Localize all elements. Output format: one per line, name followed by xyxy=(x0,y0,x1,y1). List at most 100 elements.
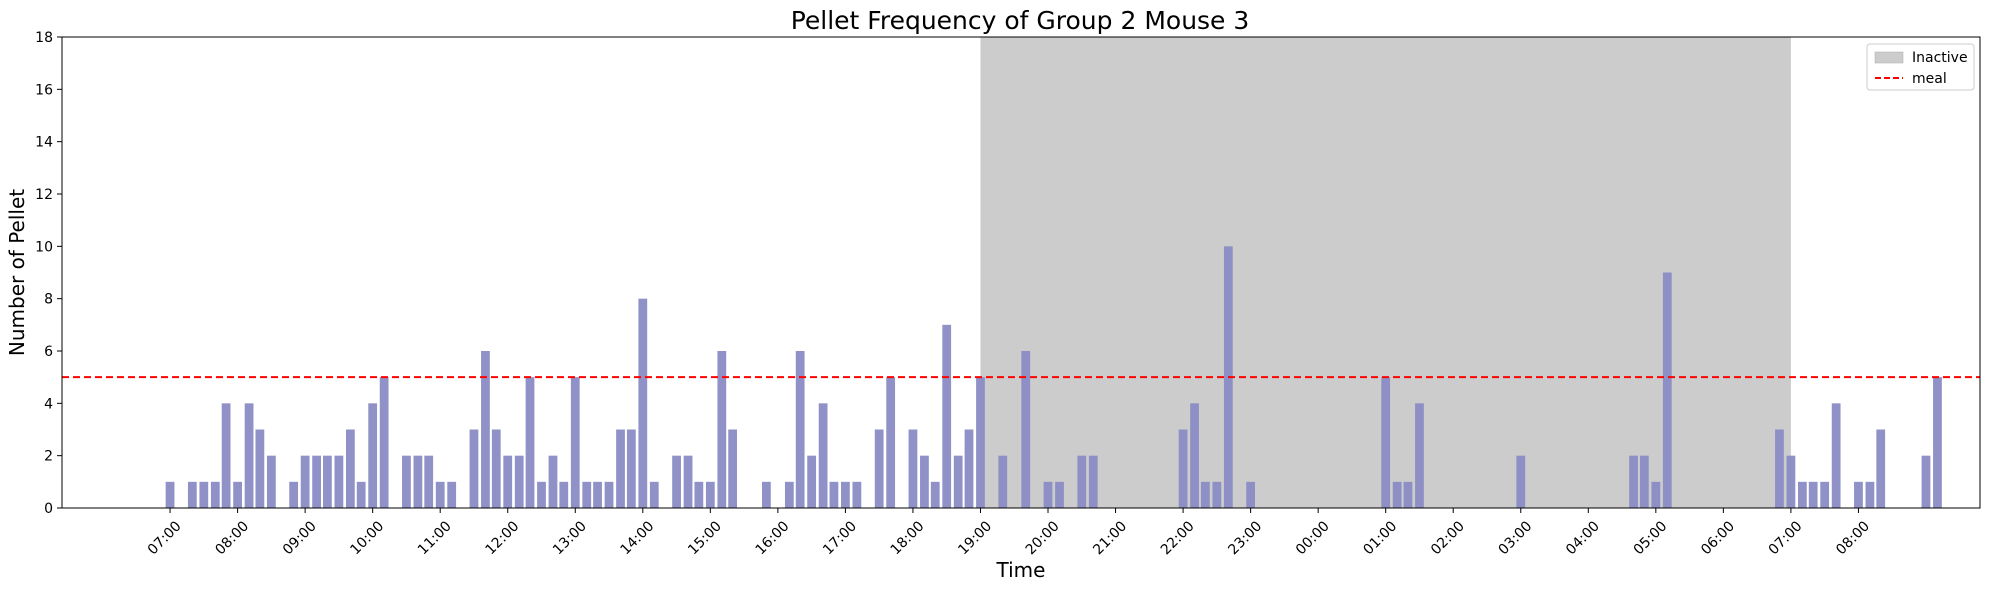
x-tick-label-18: 01:00 xyxy=(1360,518,1400,558)
bar-17 xyxy=(379,377,389,508)
bar-25 xyxy=(491,429,501,508)
bar-47 xyxy=(784,481,794,508)
x-tick-label-1: 08:00 xyxy=(212,518,252,558)
x-axis-label: Time xyxy=(996,558,1046,582)
bar-82 xyxy=(1651,481,1661,508)
y-tick-label-6: 12 xyxy=(35,187,53,203)
bar-91 xyxy=(1865,481,1875,508)
bar-2 xyxy=(199,481,209,508)
x-tick-label-7: 14:00 xyxy=(618,518,658,558)
bar-56 xyxy=(908,429,918,508)
x-tick-label-3: 10:00 xyxy=(347,518,387,558)
bar-86 xyxy=(1797,481,1807,508)
bar-16 xyxy=(368,403,378,508)
bar-3 xyxy=(210,481,220,508)
bar-9 xyxy=(289,481,299,508)
x-tick-label-19: 02:00 xyxy=(1428,518,1468,558)
bar-93 xyxy=(1921,455,1931,508)
bar-70 xyxy=(1190,403,1199,508)
bar-60 xyxy=(953,455,963,508)
bar-51 xyxy=(829,481,839,508)
x-tick-label-13: 20:00 xyxy=(1023,518,1063,558)
bar-72 xyxy=(1212,481,1222,508)
bar-10 xyxy=(300,455,310,508)
y-tick-label-7: 14 xyxy=(35,135,53,151)
bar-19 xyxy=(413,455,423,508)
bar-46 xyxy=(762,481,771,508)
y-tick-label-2: 4 xyxy=(44,396,53,412)
bar-6 xyxy=(244,403,254,508)
legend: Inactive meal xyxy=(1866,43,1975,91)
bar-57 xyxy=(920,455,929,508)
bar-78 xyxy=(1415,403,1424,508)
bar-54 xyxy=(874,429,884,508)
bar-13 xyxy=(334,455,344,508)
bar-66 xyxy=(1055,481,1064,508)
bar-81 xyxy=(1639,455,1649,508)
bar-76 xyxy=(1392,481,1402,508)
bar-87 xyxy=(1808,481,1818,508)
bar-69 xyxy=(1178,429,1188,508)
bar-58 xyxy=(930,481,940,508)
x-tick-label-24: 07:00 xyxy=(1766,518,1806,558)
bar-31 xyxy=(559,481,569,508)
bar-65 xyxy=(1043,481,1053,508)
bar-83 xyxy=(1662,272,1672,508)
bar-61 xyxy=(964,429,974,508)
legend-label-inactive: Inactive xyxy=(1912,50,1968,66)
bar-15 xyxy=(356,481,366,508)
bar-67 xyxy=(1077,455,1087,508)
bar-64 xyxy=(1021,351,1031,508)
bar-36 xyxy=(616,429,625,508)
y-tick-label-4: 8 xyxy=(44,292,53,308)
bar-43 xyxy=(705,481,715,508)
y-axis-label: Number of Pellet xyxy=(5,189,29,356)
bar-52 xyxy=(841,481,850,508)
x-tick-label-10: 17:00 xyxy=(820,518,860,558)
y-tick-label-5: 10 xyxy=(35,239,53,255)
x-tick-label-0: 07:00 xyxy=(145,518,185,558)
bars xyxy=(165,246,1942,509)
bar-18 xyxy=(402,455,411,508)
y-tick-label-1: 2 xyxy=(44,449,53,465)
bar-32 xyxy=(570,377,580,508)
bar-94 xyxy=(1933,377,1942,508)
plot-frame xyxy=(61,36,1981,509)
y-tick-label-8: 16 xyxy=(35,82,53,98)
x-tick-label-6: 13:00 xyxy=(550,518,590,558)
bar-92 xyxy=(1876,429,1886,508)
bar-44 xyxy=(717,351,727,508)
x-tick-label-2: 09:00 xyxy=(280,518,320,558)
bar-26 xyxy=(503,455,513,508)
bar-75 xyxy=(1381,377,1391,508)
bar-50 xyxy=(818,403,828,508)
bar-89 xyxy=(1831,403,1841,508)
x-tick-label-4: 11:00 xyxy=(415,518,455,558)
bar-85 xyxy=(1786,455,1796,508)
bar-22 xyxy=(447,481,457,508)
bar-53 xyxy=(852,481,862,508)
x-tick-label-9: 16:00 xyxy=(753,518,793,558)
bar-74 xyxy=(1246,481,1256,508)
bar-4 xyxy=(221,403,231,508)
bar-34 xyxy=(593,481,602,508)
y-tick-label-0: 0 xyxy=(44,501,53,517)
bar-40 xyxy=(672,455,681,508)
bar-29 xyxy=(537,481,546,508)
bar-77 xyxy=(1403,481,1413,508)
bar-8 xyxy=(266,455,276,508)
bar-27 xyxy=(514,455,524,508)
x-tick-label-17: 00:00 xyxy=(1293,518,1333,558)
x-tick-label-25: 08:00 xyxy=(1833,518,1873,558)
bar-62 xyxy=(976,377,985,508)
bar-7 xyxy=(255,429,265,508)
bar-45 xyxy=(728,429,738,508)
bar-1 xyxy=(187,481,197,508)
chart-title: Pellet Frequency of Group 2 Mouse 3 xyxy=(791,6,1250,35)
bar-88 xyxy=(1820,481,1830,508)
bar-41 xyxy=(683,455,693,508)
bar-90 xyxy=(1854,481,1863,508)
x-tick-label-14: 21:00 xyxy=(1090,518,1130,558)
y-tick-label-9: 18 xyxy=(35,30,53,46)
bar-12 xyxy=(323,455,332,508)
